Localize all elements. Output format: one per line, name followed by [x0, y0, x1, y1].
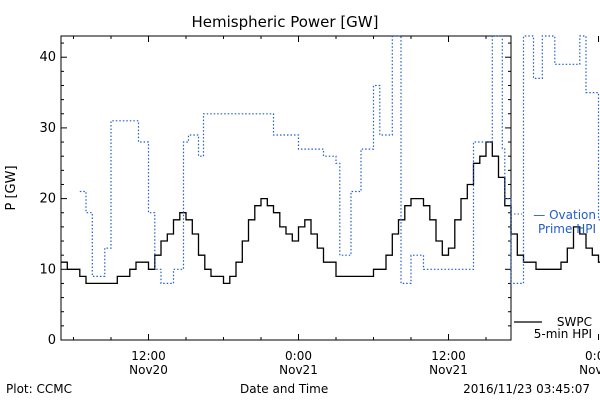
- x-tick-label: 12:00: [431, 349, 466, 363]
- legend-swpc-label: SWPC: [557, 315, 592, 329]
- x-axis: 12:00Nov200:00Nov2112:00Nov210:00Nov2212…: [73, 36, 600, 377]
- x-tick-label: Nov21: [429, 363, 468, 377]
- y-tick-label: 20: [39, 192, 56, 207]
- x-tick-label: Nov22: [579, 363, 600, 377]
- legend-swpc-label: 5-min HPI: [534, 327, 592, 341]
- plot-credit: Plot: CCMC: [6, 382, 72, 396]
- y-tick-label: 30: [39, 121, 56, 136]
- x-tick-label: Nov21: [279, 363, 318, 377]
- y-axis: 0 10 20 30 40: [39, 42, 511, 348]
- series-layer: [61, 35, 600, 285]
- x-axis-label: Date and Time: [240, 382, 329, 396]
- plot-frame: [60, 35, 512, 341]
- chart-title: Hemispheric Power [GW]: [192, 13, 379, 31]
- legend-ovation-label: Prime HPI: [538, 222, 596, 236]
- x-tick-label: 12:00: [131, 349, 166, 363]
- x-tick-label: 0:00: [585, 349, 600, 363]
- y-tick-label: 40: [39, 50, 56, 65]
- legend-ovation-label: — Ovation: [533, 208, 596, 222]
- y-axis-label: P [GW]: [4, 165, 19, 210]
- swpc-series: [61, 141, 600, 285]
- plot-area: [60, 35, 512, 341]
- y-tick-label: 0: [48, 333, 56, 348]
- x-tick-label: 0:00: [285, 349, 312, 363]
- x-tick-label: Nov20: [129, 363, 168, 377]
- plot-timestamp: 2016/11/23 03:45:07: [463, 382, 590, 396]
- ovation-prime-series: [79, 35, 600, 284]
- y-tick-label: 10: [39, 262, 56, 277]
